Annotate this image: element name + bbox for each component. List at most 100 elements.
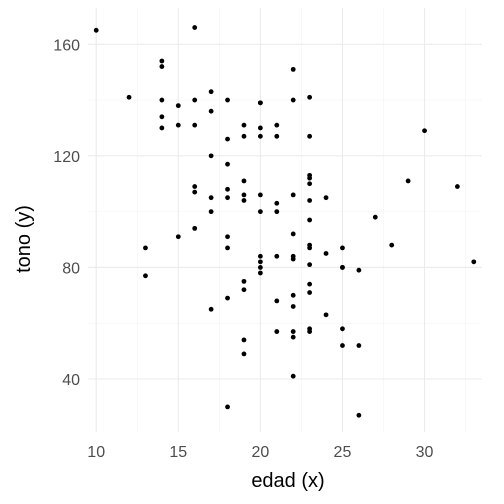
data-point bbox=[307, 290, 313, 295]
data-point bbox=[274, 200, 280, 206]
data-point bbox=[225, 404, 230, 410]
data-point bbox=[356, 267, 362, 273]
data-point bbox=[192, 25, 198, 30]
y-axis-ticks: 40 80 120 160 bbox=[53, 37, 80, 389]
data-point bbox=[208, 195, 214, 201]
data-point bbox=[340, 326, 345, 332]
scatter-points bbox=[93, 25, 477, 418]
data-point bbox=[257, 133, 263, 139]
data-point bbox=[225, 295, 230, 301]
data-point bbox=[290, 292, 296, 298]
data-point bbox=[257, 100, 263, 106]
data-point bbox=[241, 351, 247, 357]
data-point bbox=[159, 97, 165, 103]
x-axis-title: edad (x) bbox=[251, 470, 324, 492]
data-point bbox=[290, 97, 296, 103]
y-tick-label: 80 bbox=[62, 260, 80, 277]
data-point bbox=[241, 198, 247, 203]
data-point bbox=[225, 186, 230, 192]
data-point bbox=[257, 265, 263, 270]
data-point bbox=[307, 281, 313, 287]
data-point bbox=[192, 225, 198, 231]
x-tick-label: 30 bbox=[416, 444, 434, 461]
data-point bbox=[126, 94, 132, 100]
data-point bbox=[257, 209, 263, 215]
data-point bbox=[405, 178, 411, 184]
data-point bbox=[192, 122, 198, 128]
data-point bbox=[290, 329, 296, 334]
data-point bbox=[257, 125, 263, 131]
data-point bbox=[307, 181, 313, 187]
data-point bbox=[307, 94, 313, 100]
data-point bbox=[208, 108, 214, 114]
grid-lines bbox=[88, 8, 482, 432]
data-point bbox=[274, 209, 280, 215]
data-point bbox=[307, 245, 313, 251]
data-point bbox=[290, 334, 296, 340]
data-point bbox=[159, 125, 165, 131]
data-point bbox=[274, 122, 280, 128]
data-point bbox=[454, 184, 460, 189]
data-point bbox=[143, 245, 148, 251]
data-point bbox=[290, 304, 296, 309]
data-point bbox=[307, 133, 313, 139]
data-point bbox=[225, 245, 230, 251]
data-point bbox=[241, 192, 247, 198]
data-point bbox=[356, 343, 362, 348]
data-point bbox=[274, 253, 280, 259]
data-point bbox=[307, 329, 313, 334]
y-tick-label: 160 bbox=[53, 37, 80, 54]
data-point bbox=[257, 192, 263, 198]
data-point bbox=[290, 231, 296, 237]
data-point bbox=[323, 195, 329, 201]
data-point bbox=[257, 259, 263, 265]
data-point bbox=[159, 58, 165, 64]
data-point bbox=[93, 27, 99, 33]
data-point bbox=[471, 259, 477, 265]
data-point bbox=[175, 122, 181, 128]
y-axis-title: tono (y) bbox=[13, 205, 35, 273]
data-point bbox=[389, 242, 395, 248]
data-point bbox=[175, 234, 181, 240]
x-tick-label: 15 bbox=[169, 444, 187, 461]
y-tick-label: 40 bbox=[62, 372, 80, 389]
data-point bbox=[225, 234, 230, 240]
data-point bbox=[307, 262, 313, 268]
data-point bbox=[225, 161, 230, 167]
data-point bbox=[290, 256, 296, 262]
data-point bbox=[241, 122, 247, 128]
data-point bbox=[290, 192, 296, 198]
data-point bbox=[241, 287, 247, 293]
data-point bbox=[422, 128, 427, 134]
data-point bbox=[274, 329, 280, 334]
data-point bbox=[241, 178, 247, 184]
data-point bbox=[257, 253, 263, 259]
data-point bbox=[159, 114, 165, 120]
data-point bbox=[175, 103, 181, 109]
data-point bbox=[159, 64, 165, 69]
x-tick-label: 25 bbox=[334, 444, 352, 461]
data-point bbox=[225, 136, 230, 142]
x-tick-label: 10 bbox=[87, 444, 105, 461]
data-point bbox=[323, 251, 329, 256]
data-point bbox=[274, 298, 280, 304]
data-point bbox=[225, 195, 230, 201]
data-point bbox=[307, 175, 313, 181]
data-point bbox=[274, 133, 280, 139]
data-point bbox=[225, 97, 230, 103]
data-point bbox=[241, 133, 247, 139]
data-point bbox=[307, 198, 313, 203]
data-point bbox=[257, 270, 263, 276]
data-point bbox=[192, 184, 198, 189]
data-point bbox=[208, 306, 214, 312]
data-point bbox=[323, 312, 329, 318]
data-point bbox=[192, 189, 198, 195]
data-point bbox=[307, 217, 313, 223]
data-point bbox=[208, 209, 214, 215]
data-point bbox=[208, 153, 214, 159]
data-point bbox=[290, 373, 296, 379]
data-point bbox=[340, 343, 345, 348]
data-point bbox=[241, 278, 247, 284]
data-point bbox=[290, 66, 296, 72]
